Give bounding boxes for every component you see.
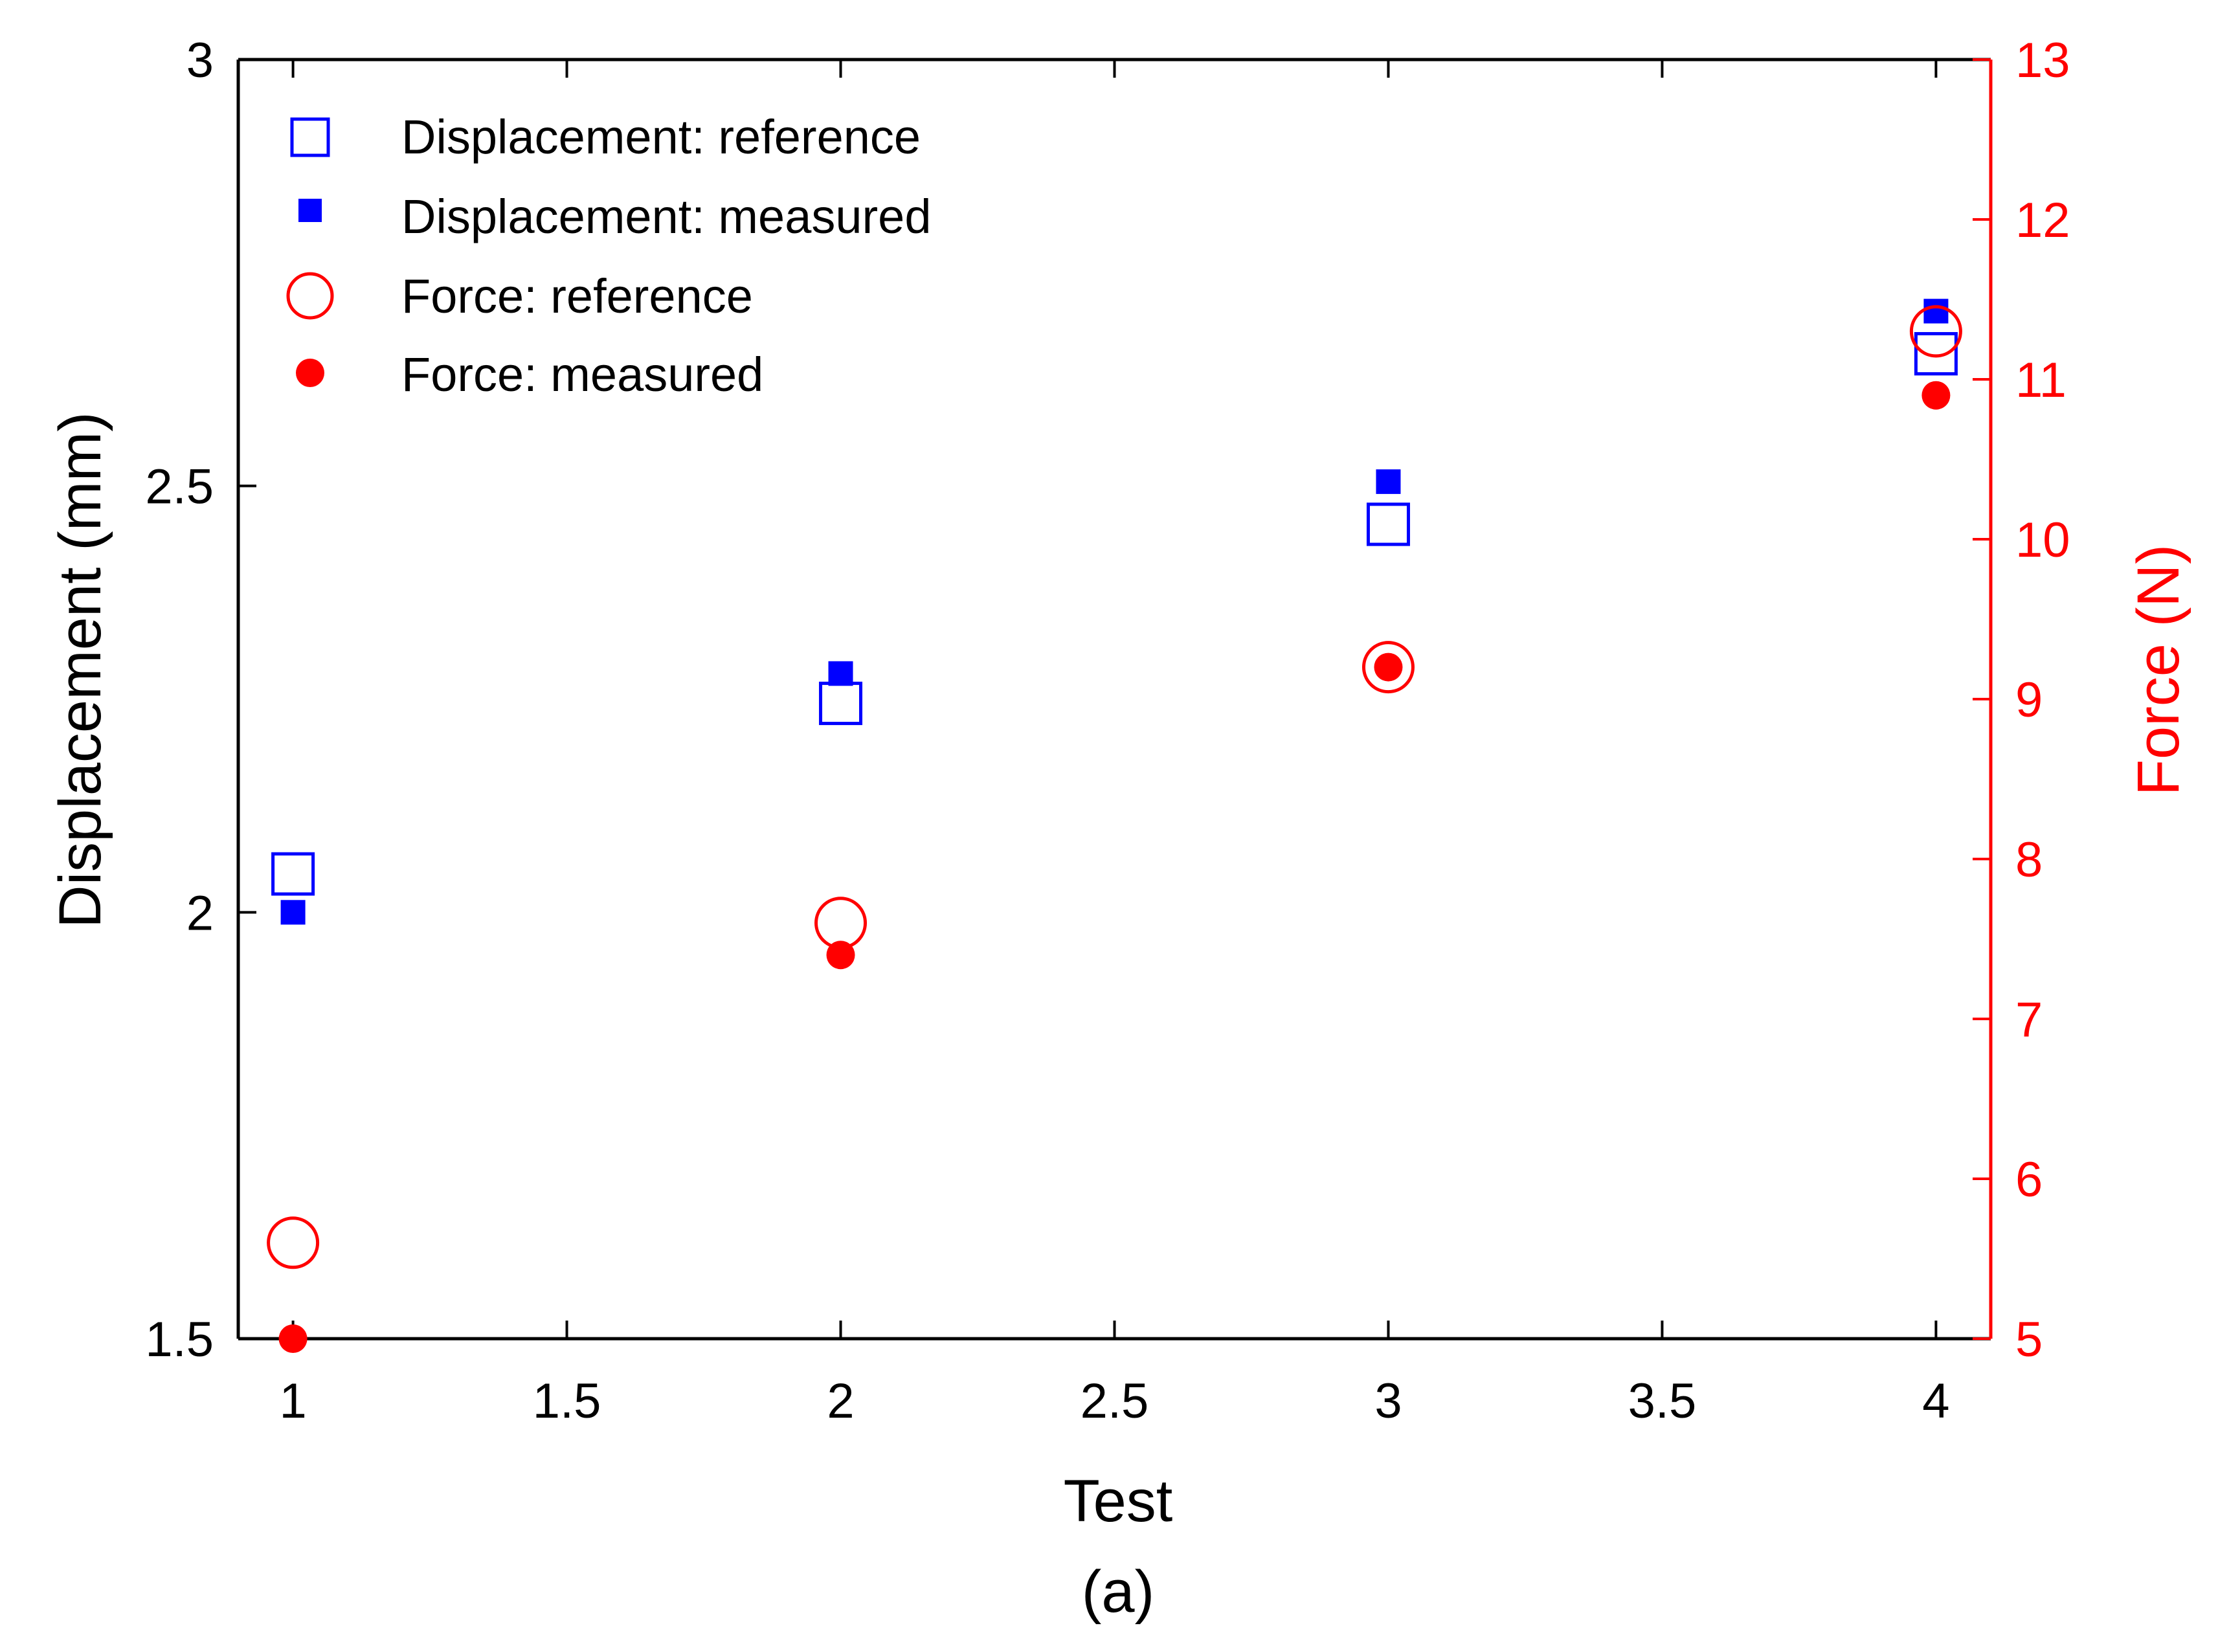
legend-item-displacement-measured: Displacement: measured	[298, 190, 931, 243]
force-reference-point	[267, 1216, 320, 1269]
displacement-measured-point	[1923, 298, 1949, 324]
y-left-tick-label: 2	[186, 886, 214, 941]
data-marks	[267, 298, 1962, 1353]
legend-label: Force: reference	[401, 269, 753, 323]
force-reference-point	[814, 897, 868, 950]
legend-marker-circle-open	[286, 272, 334, 320]
x-tick-label: 2	[827, 1374, 854, 1429]
x-tick-label: 3.5	[1628, 1374, 1697, 1429]
displacement-measured-point	[828, 661, 853, 686]
plot-frame	[236, 58, 1993, 1341]
displacement-reference-point	[271, 852, 315, 896]
x-tick-label: 1.5	[533, 1374, 601, 1429]
y-left-axis-ticks: 1.5 2 2.5 3	[145, 33, 256, 1367]
legend-label: Displacement: measured	[401, 190, 931, 243]
y-right-tick-label: 12	[2015, 193, 2070, 248]
displacement-reference-point	[1914, 331, 1958, 375]
force-measured-point	[1374, 653, 1403, 682]
x-tick-label: 2.5	[1081, 1374, 1149, 1429]
force-measured-point	[278, 1324, 308, 1353]
y-right-tick-label: 8	[2015, 832, 2043, 887]
force-reference-point	[1361, 641, 1415, 694]
panel-label: (a)	[1082, 1559, 1154, 1625]
legend-item-force-reference: Force: reference	[286, 269, 753, 323]
y-right-tick-label: 9	[2015, 673, 2043, 728]
y-right-tick-label: 7	[2015, 992, 2043, 1047]
x-axis-title: Test	[1064, 1468, 1173, 1534]
y-right-axis-ticks: 5 6 7 8 9 10 11 12 13	[1973, 33, 2070, 1367]
legend-marker-circle-filled	[296, 359, 324, 387]
legend-label: Displacement: reference	[401, 110, 921, 164]
legend-item-displacement-reference: Displacement: reference	[290, 110, 921, 164]
y-right-tick-label: 10	[2015, 513, 2070, 568]
legend-item-force-measured: Force: measured	[296, 348, 763, 401]
y-left-tick-label: 1.5	[145, 1312, 214, 1367]
y-right-tick-label: 11	[2015, 353, 2067, 408]
displacement-reference-point	[1366, 502, 1410, 546]
legend-marker-square-open	[290, 117, 330, 157]
force-measured-point	[1921, 381, 1951, 410]
displacement-measured-point	[1376, 469, 1401, 495]
legend-label: Force: measured	[401, 348, 763, 401]
y-left-tick-label: 2.5	[145, 460, 214, 515]
y-right-tick-label: 6	[2015, 1152, 2043, 1207]
force-measured-point	[826, 941, 855, 970]
legend-marker-square-filled	[298, 199, 322, 222]
x-tick-label: 4	[1922, 1374, 1949, 1429]
x-tick-label: 1	[279, 1374, 306, 1429]
y-right-tick-label: 5	[2015, 1312, 2043, 1367]
force-reference-point	[1909, 305, 1962, 358]
legend: Displacement: reference Displacement: me…	[286, 110, 931, 401]
x-tick-label: 3	[1374, 1374, 1402, 1429]
y-right-axis-title: Force (N)	[2125, 544, 2191, 796]
x-axis-ticks: 1 1.5 2 2.5 3 3.5 4	[279, 60, 1950, 1429]
y-right-tick-label: 13	[2015, 33, 2070, 88]
y-left-axis-title: Displacement (mm)	[47, 412, 113, 928]
displacement-reference-point	[819, 682, 863, 726]
displacement-measured-point	[280, 900, 306, 925]
y-left-tick-label: 3	[186, 33, 214, 88]
